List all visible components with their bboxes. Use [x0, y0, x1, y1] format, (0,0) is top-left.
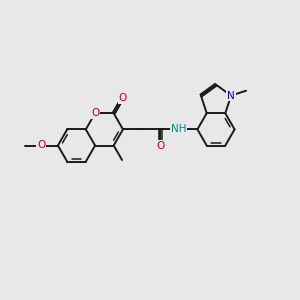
Text: O: O: [37, 140, 45, 151]
Text: N: N: [227, 91, 235, 100]
Text: O: O: [118, 93, 127, 103]
Text: NH: NH: [171, 124, 187, 134]
Text: O: O: [91, 108, 99, 118]
Text: O: O: [156, 141, 164, 151]
